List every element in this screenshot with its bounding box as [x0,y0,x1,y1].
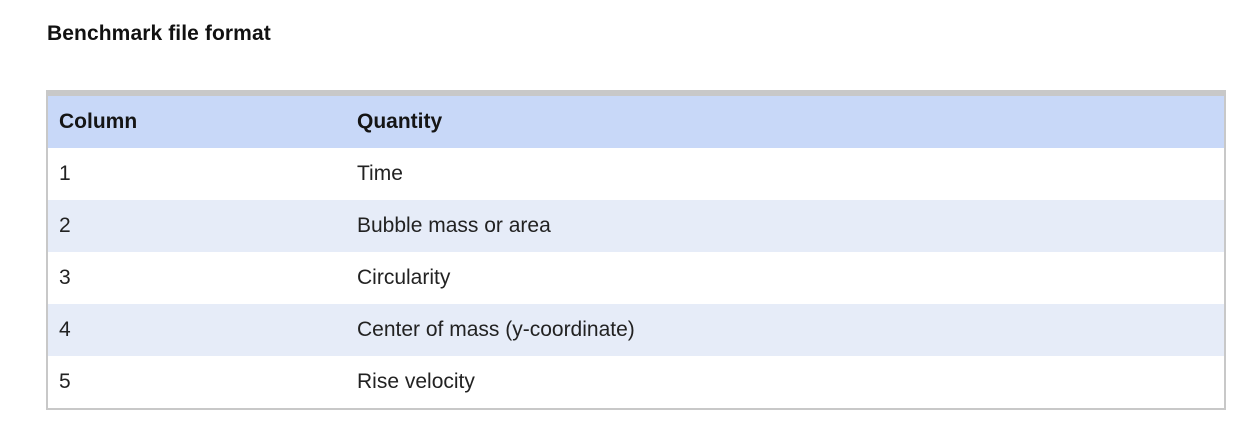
cell-quantity: Center of mass (y-coordinate) [346,304,1224,356]
table-row: 3 Circularity [48,252,1224,304]
header-column: Column [48,96,346,148]
cell-quantity: Time [346,148,1224,200]
cell-quantity: Rise velocity [346,356,1224,408]
table-header-row: Column Quantity [48,96,1224,148]
cell-quantity: Circularity [346,252,1224,304]
page-title: Benchmark file format [47,22,271,45]
benchmark-format-table: Column Quantity 1 Time 2 Bubble mass or … [46,90,1226,410]
table-row: 5 Rise velocity [48,356,1224,408]
header-quantity: Quantity [346,96,1224,148]
table-row: 2 Bubble mass or area [48,200,1224,252]
table-row: 1 Time [48,148,1224,200]
cell-column-number: 4 [48,304,346,356]
cell-column-number: 5 [48,356,346,408]
cell-column-number: 1 [48,148,346,200]
table-row: 4 Center of mass (y-coordinate) [48,304,1224,356]
cell-column-number: 2 [48,200,346,252]
cell-column-number: 3 [48,252,346,304]
cell-quantity: Bubble mass or area [346,200,1224,252]
